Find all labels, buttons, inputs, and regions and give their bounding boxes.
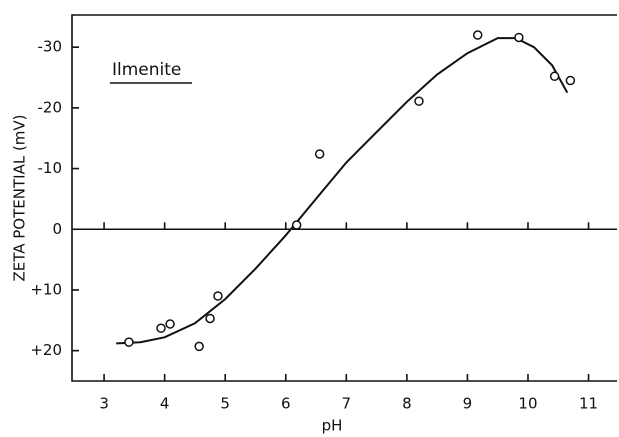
x-tick-label: 11 [579,395,598,413]
data-point [514,32,524,43]
x-tick-label: 8 [402,395,412,413]
y-tick-label: +10 [30,280,62,298]
y-tick-label: -20 [38,98,63,116]
x-axis-label: pH [322,417,343,435]
data-point [314,149,325,159]
axes-frame [71,14,617,382]
data-point [291,220,302,230]
x-tick-label: 5 [220,395,230,413]
x-tick-label: 4 [160,395,170,413]
data-point [472,30,483,40]
fit-curve [116,37,569,345]
x-tick-label: 7 [342,395,352,413]
y-tick-label: +20 [30,341,62,359]
y-tick-label: -30 [38,38,63,56]
x-tick-label: 6 [281,395,291,413]
y-axis-label: ZETA POTENTIAL (mV) [11,114,29,281]
data-point [165,319,175,329]
y-tick-label: -10 [38,159,63,177]
data-point [124,337,134,347]
x-tick-label: 9 [463,395,473,413]
x-tick-label: 3 [99,395,109,413]
x-tick-label: 10 [518,395,537,413]
data-point [213,291,223,301]
data-point [414,96,424,106]
chart-title: Ilmenite [112,60,181,80]
data-point [549,71,560,82]
data-point [205,313,215,324]
data-point [194,341,204,352]
y-tick-label: 0 [52,220,62,238]
data-point [565,75,576,86]
data-point [156,323,166,333]
